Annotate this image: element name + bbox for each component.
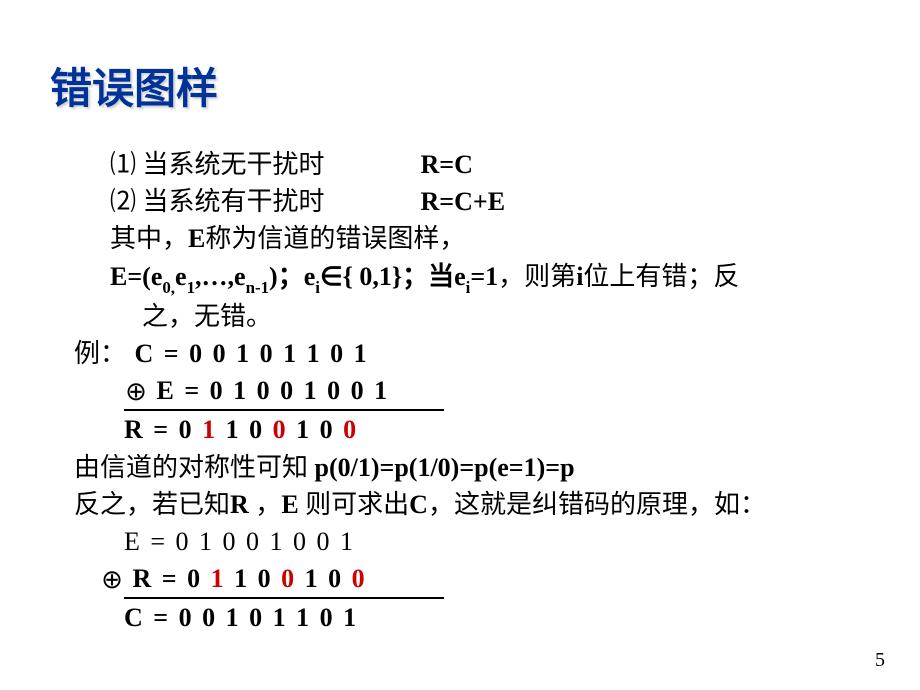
rr2: 1: [234, 564, 249, 593]
line-7: R = 0 1 1 0 0 1 0 0: [110, 409, 860, 448]
rr1: 1: [211, 564, 226, 593]
l4k: =1，则第i位上有错；反: [470, 262, 739, 291]
r2: 1: [226, 415, 241, 444]
r4: 0: [273, 415, 288, 444]
l11bits: R = 0 1 1 0 0 1 0 0: [124, 564, 367, 593]
l4b: 0,: [162, 278, 175, 297]
l11pre: R =: [124, 564, 187, 593]
l9-span: 反之，若已知R ，E 则可求出C，这就是纠错码的原理，如：: [74, 490, 766, 519]
xor-icon-2: ⊕: [100, 561, 124, 598]
line-12: C = 0 0 1 0 1 1 0 1: [110, 597, 860, 636]
line-1: ⑴ 当系统无干扰时 R=C: [110, 146, 860, 183]
l4j: i: [466, 278, 471, 297]
l6b: E = 0 1 0 0 1 0 0 1: [148, 376, 389, 405]
xor-icon: ⊕: [124, 373, 148, 410]
rr6: 0: [328, 564, 343, 593]
l4g: )；e: [269, 262, 315, 291]
line1-eq: R=C: [421, 150, 473, 179]
rr7: 0: [352, 564, 367, 593]
line-4-cont: 之，无错。: [110, 298, 860, 335]
line-8: 由信道的对称性可知 p(0/1)=p(1/0)=p(e=1)=p: [74, 449, 860, 486]
line2-text: ⑵ 当系统有干扰时: [110, 187, 325, 216]
underline-2: C = 0 0 1 0 1 1 0 1: [124, 597, 444, 636]
rr4: 0: [281, 564, 296, 593]
line-10: E = 0 1 0 0 1 0 0 1: [110, 523, 860, 560]
line-9: 反之，若已知R ，E 则可求出C，这就是纠错码的原理，如：: [74, 486, 860, 523]
line2-eq: R=C+E: [421, 187, 506, 216]
l5b: C = 0 0 1 0 1 1 0 1: [126, 339, 369, 368]
l4e: ,…,e: [195, 262, 246, 291]
l4d: 1: [187, 278, 195, 297]
r0: 0: [179, 415, 194, 444]
page-number: 5: [875, 649, 885, 672]
slide-content: ⑴ 当系统无干扰时 R=C ⑵ 当系统有干扰时 R=C+E 其中，E称为信道的错误图…: [50, 146, 870, 636]
line1-text: ⑴ 当系统无干扰时: [110, 150, 325, 179]
r3: 0: [249, 415, 264, 444]
line-5: 例： C = 0 0 1 0 1 1 0 1: [74, 335, 860, 372]
line-2: ⑵ 当系统有干扰时 R=C+E: [110, 183, 860, 220]
rr3: 0: [258, 564, 273, 593]
underline-1: R = 0 1 1 0 0 1 0 0: [124, 409, 444, 448]
l4c: e: [175, 262, 187, 291]
l8-span: 由信道的对称性可知 p(0/1)=p(1/0)=p(e=1)=p: [74, 453, 575, 482]
l4a: E=(e: [110, 262, 162, 291]
line-11: ⊕ R = 0 1 1 0 0 1 0 0: [100, 560, 860, 597]
slide-title: 错误图样: [50, 55, 870, 116]
line-4: E=(e0,e1,…,en-1)；ei∈{ 0,1}；当ei=1，则第i位上有错…: [110, 258, 860, 298]
l4h: i: [315, 278, 320, 297]
l5a: 例：: [74, 339, 126, 368]
line-3: 其中，E称为信道的错误图样，: [110, 220, 860, 257]
l4i: ∈{ 0,1}；当e: [320, 262, 466, 291]
l3-span: 其中，E称为信道的错误图样，: [110, 224, 465, 253]
r6: 0: [320, 415, 335, 444]
r1: 1: [202, 415, 217, 444]
l7pre: R =: [124, 415, 179, 444]
rr5: 1: [305, 564, 320, 593]
slide: 错误图样 ⑴ 当系统无干扰时 R=C ⑵ 当系统有干扰时 R=C+E 其中，E称为信…: [0, 0, 920, 690]
l4f: n-1: [246, 278, 269, 297]
line-6: ⊕ E = 0 1 0 0 1 0 0 1: [110, 372, 860, 409]
r5: 1: [296, 415, 311, 444]
r7: 0: [343, 415, 358, 444]
rr0: 0: [187, 564, 202, 593]
